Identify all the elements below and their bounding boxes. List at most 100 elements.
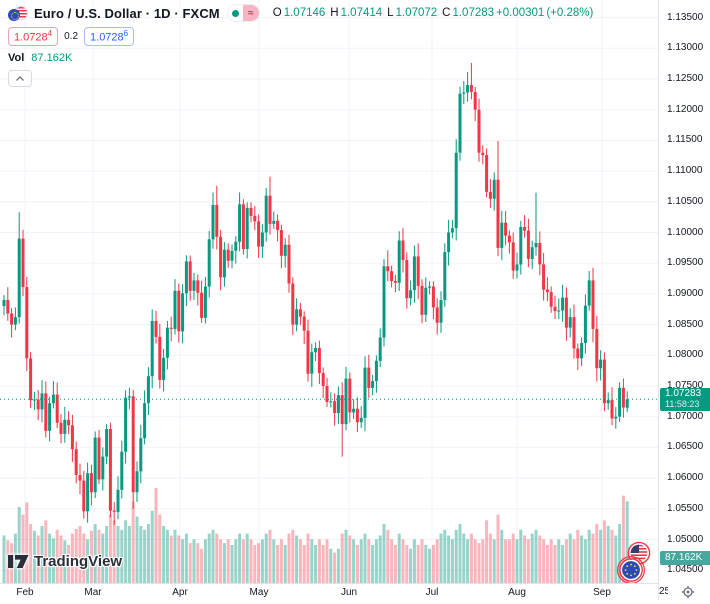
volume-bar bbox=[397, 533, 401, 583]
volume-bar bbox=[215, 533, 219, 583]
axis-settings-gear-icon[interactable] bbox=[681, 585, 695, 599]
price-axis-label: 1.11000 bbox=[667, 165, 703, 177]
candle-body bbox=[530, 247, 534, 259]
candle-body bbox=[32, 399, 36, 401]
volume-bar bbox=[21, 514, 25, 583]
volume-bar bbox=[564, 539, 568, 583]
candle-body bbox=[124, 397, 128, 452]
candle-body bbox=[234, 241, 238, 251]
volume-bar bbox=[454, 529, 458, 583]
candle-body bbox=[82, 480, 86, 512]
candle-body bbox=[188, 261, 192, 291]
candle-body bbox=[116, 489, 120, 512]
candle-body bbox=[428, 286, 432, 288]
candle-body bbox=[48, 403, 52, 431]
candlestick-plot[interactable] bbox=[0, 0, 658, 584]
candle-body bbox=[78, 475, 82, 481]
candle-body bbox=[101, 456, 105, 480]
candle-body bbox=[63, 419, 67, 434]
volume-bar bbox=[146, 524, 150, 583]
volume-bar bbox=[272, 539, 276, 583]
volume-bar bbox=[576, 529, 580, 583]
chart-canvas[interactable] bbox=[0, 0, 658, 584]
candle-body bbox=[287, 244, 291, 284]
low-value: 1.07072 bbox=[395, 7, 438, 19]
candle-body bbox=[211, 204, 215, 240]
volume-bar bbox=[393, 545, 397, 583]
legend-collapse-button[interactable] bbox=[8, 70, 32, 87]
volume-bar bbox=[188, 543, 192, 583]
price-axis-label: 1.06500 bbox=[667, 441, 704, 453]
candle-body bbox=[25, 287, 29, 359]
candle-body bbox=[329, 401, 333, 403]
symbol-title[interactable]: Euro / U.S. Dollar · 1D · FXCM bbox=[34, 5, 220, 21]
time-axis-month-label: Jun bbox=[340, 587, 358, 598]
candle-body bbox=[158, 336, 162, 380]
candle-body bbox=[219, 236, 223, 278]
volume-bar bbox=[458, 524, 462, 583]
candle-body bbox=[481, 152, 485, 156]
volume-axis-badge: 87.162K bbox=[660, 551, 710, 565]
sell-bid-button[interactable]: 1.07284 bbox=[8, 26, 59, 47]
candle-body bbox=[226, 249, 230, 261]
candle-body bbox=[333, 401, 337, 413]
time-axis-month-label: Sep bbox=[593, 587, 611, 598]
candle-body bbox=[291, 283, 295, 325]
candle-body bbox=[295, 309, 299, 325]
volume-bar bbox=[439, 533, 443, 583]
volume-bar bbox=[105, 526, 109, 583]
candle-body bbox=[500, 222, 504, 248]
candle-body bbox=[162, 357, 166, 380]
volume-bar bbox=[234, 539, 238, 583]
volume-bar bbox=[355, 545, 359, 583]
candle-body bbox=[595, 328, 599, 369]
change-percent: (+0.28%) bbox=[546, 7, 594, 19]
candle-body bbox=[139, 438, 143, 472]
candle-body bbox=[112, 510, 116, 512]
volume-bar bbox=[329, 548, 333, 583]
volume-bar bbox=[184, 533, 188, 583]
volume-bar bbox=[219, 539, 223, 583]
candle-body bbox=[431, 286, 435, 308]
candle-body bbox=[515, 264, 519, 271]
time-scale[interactable]: Feb Mar Apr May Jun Jul Aug Sep bbox=[0, 583, 658, 601]
candle-body bbox=[553, 306, 557, 312]
volume-bar bbox=[526, 539, 530, 583]
volume-bar bbox=[443, 529, 447, 583]
tradingview-logo[interactable]: TradingView bbox=[8, 553, 122, 570]
volume-bar bbox=[162, 526, 166, 583]
volume-bar bbox=[86, 539, 90, 583]
volume-bar bbox=[2, 535, 6, 583]
buy-ask-button[interactable]: 1.07286 bbox=[84, 26, 135, 47]
volume-bar bbox=[378, 535, 382, 583]
candle-body bbox=[469, 85, 473, 92]
candle-body bbox=[561, 297, 565, 311]
price-axis-label: 1.13500 bbox=[667, 11, 704, 23]
candle-body bbox=[257, 221, 261, 247]
volume-bar bbox=[108, 514, 112, 583]
volume-bar bbox=[519, 529, 523, 583]
price-scale[interactable]: 1.13500 1.13000 1.12500 1.12000 1.11500 1.110… bbox=[658, 0, 710, 600]
high-value: 1.07414 bbox=[340, 7, 383, 19]
volume-bar bbox=[93, 524, 97, 583]
market-status-badge[interactable]: ≈ bbox=[226, 4, 260, 22]
candle-body bbox=[602, 359, 606, 404]
volume-bar bbox=[287, 533, 291, 583]
candle-body bbox=[154, 320, 158, 337]
bar-close-countdown: 11:58:23 bbox=[665, 399, 700, 410]
volume-bar bbox=[580, 535, 584, 583]
volume-bar bbox=[496, 514, 500, 583]
candle-body bbox=[108, 429, 112, 511]
candle-body bbox=[173, 290, 177, 329]
candle-body bbox=[279, 230, 283, 256]
time-axis-month-label: Apr bbox=[172, 587, 188, 598]
volume-bar bbox=[561, 545, 565, 583]
candle-body bbox=[29, 358, 33, 401]
volume-bar bbox=[165, 529, 169, 583]
volume-bar bbox=[158, 514, 162, 583]
volume-bar bbox=[173, 529, 177, 583]
volume-bar bbox=[302, 545, 306, 583]
candle-body bbox=[374, 360, 378, 382]
volume-bar bbox=[606, 526, 610, 583]
price-axis-label: 1.09500 bbox=[667, 257, 704, 269]
